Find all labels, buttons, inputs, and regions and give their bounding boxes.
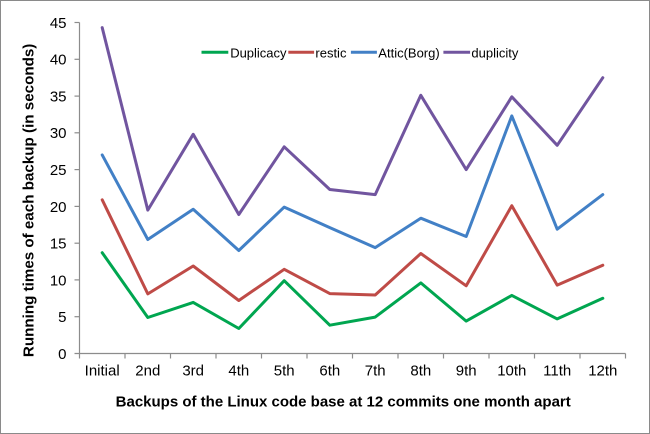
svg-text:restic: restic	[315, 45, 347, 60]
svg-text:Attic(Borg): Attic(Borg)	[378, 45, 439, 60]
svg-text:12th: 12th	[588, 363, 617, 380]
svg-text:Initial: Initial	[85, 363, 120, 380]
svg-text:5th: 5th	[274, 363, 295, 380]
svg-text:11th: 11th	[543, 363, 571, 380]
svg-text:duplicity: duplicity	[471, 45, 518, 60]
svg-text:7th: 7th	[365, 363, 386, 380]
svg-text:20: 20	[50, 199, 67, 216]
svg-text:45: 45	[50, 15, 67, 32]
svg-text:8th: 8th	[410, 363, 431, 380]
svg-text:3rd: 3rd	[182, 363, 204, 380]
svg-text:10th: 10th	[497, 363, 526, 380]
svg-text:2nd: 2nd	[135, 363, 160, 380]
svg-text:6th: 6th	[319, 363, 340, 380]
svg-text:4th: 4th	[228, 363, 249, 380]
svg-text:30: 30	[50, 125, 67, 142]
svg-text:10: 10	[50, 272, 67, 289]
svg-text:40: 40	[50, 52, 67, 69]
svg-text:Backups of the Linux code base: Backups of the Linux code base at 12 com…	[116, 393, 571, 410]
svg-text:15: 15	[50, 236, 67, 253]
svg-text:9th: 9th	[456, 363, 477, 380]
svg-text:35: 35	[50, 89, 67, 106]
svg-text:25: 25	[50, 162, 67, 179]
svg-text:Duplicacy: Duplicacy	[230, 45, 287, 60]
svg-text:Running times of each backup: Running times of each backup (in seconds…	[20, 44, 37, 358]
svg-text:0: 0	[58, 346, 66, 363]
svg-text:5: 5	[58, 309, 66, 326]
